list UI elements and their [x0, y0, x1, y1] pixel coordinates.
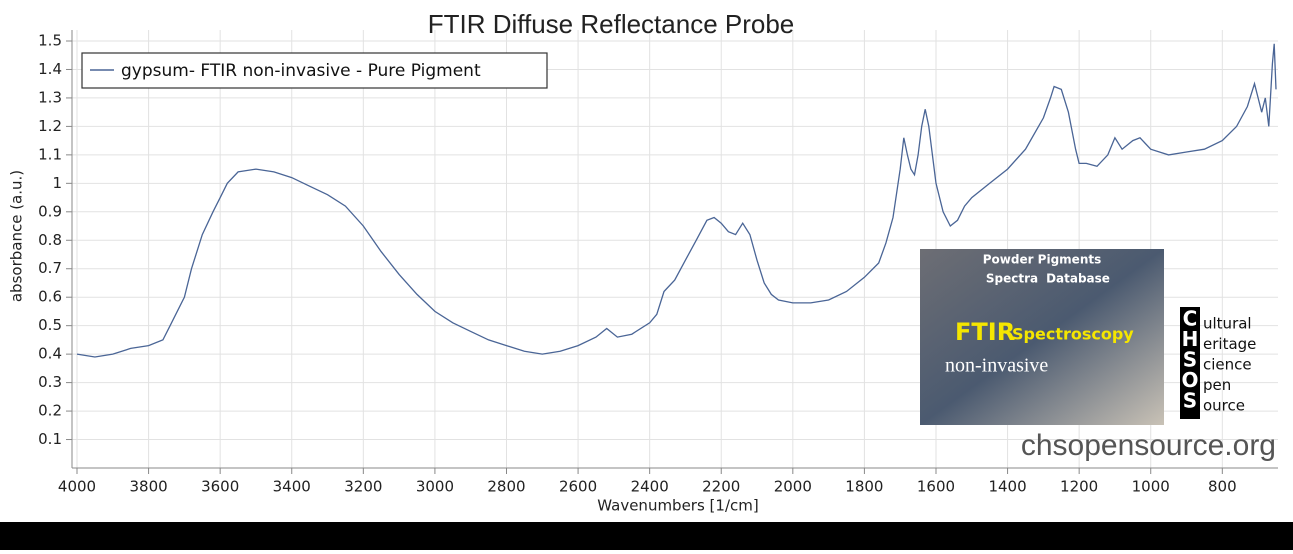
x-tick-label: 1000 [1132, 478, 1170, 496]
logo-letter: S [1183, 389, 1197, 413]
logo-word: pen [1203, 376, 1231, 394]
footer-bar [0, 522, 1293, 550]
y-tick-label: 1 [52, 174, 62, 192]
logo-letter: H [1182, 327, 1199, 351]
inset-text: Spectra [986, 272, 1038, 286]
y-tick-label: 0.3 [38, 373, 62, 391]
x-tick-label: 1600 [917, 478, 955, 496]
y-axis-title: absorbance (a.u.) [8, 170, 26, 302]
chart-title: FTIR Diffuse Reflectance Probe [428, 9, 795, 39]
x-tick-label: 800 [1208, 478, 1237, 496]
x-tick-label: 3600 [201, 478, 239, 496]
inset-text: Powder Pigments [983, 253, 1102, 267]
x-tick-label: 3400 [273, 478, 311, 496]
y-tick-label: 0.9 [38, 202, 62, 220]
x-tick-label: 2200 [702, 478, 740, 496]
logo-word: eritage [1203, 335, 1256, 353]
logo-letter: S [1183, 348, 1197, 372]
x-tick-label: 2000 [774, 478, 812, 496]
website: chsopensource.org [1021, 429, 1276, 462]
y-tick-label: 0.7 [38, 259, 62, 277]
x-axis-title: Wavenumbers [1/cm] [597, 497, 758, 515]
x-tick-label: 3000 [416, 478, 454, 496]
x-tick-label: 2600 [559, 478, 597, 496]
logo-word: ultural [1203, 315, 1252, 333]
y-tick-label: 1.3 [38, 88, 62, 106]
y-tick-label: 0.6 [38, 288, 62, 306]
logo-letter: C [1183, 307, 1198, 331]
inset-photo [920, 249, 1164, 425]
y-tick-label: 1.4 [38, 60, 62, 78]
inset-text: FTIR [955, 318, 1015, 346]
y-tick-label: 0.8 [38, 231, 62, 249]
legend-label: gypsum- FTIR non-invasive - Pure Pigment [121, 61, 481, 81]
logo-bar [1180, 307, 1200, 419]
y-tick-label: 0.5 [38, 316, 62, 334]
x-tick-label: 2800 [487, 478, 525, 496]
x-tick-label: 1400 [988, 478, 1026, 496]
legend [81, 52, 548, 89]
inset-text: Spectroscopy [1012, 325, 1134, 344]
series-line [76, 43, 1277, 358]
logo-letter: O [1181, 368, 1198, 392]
y-tick-label: 1.2 [38, 117, 62, 135]
y-tick-label: 0.4 [38, 345, 62, 363]
logo-word: cience [1203, 356, 1252, 374]
logo-word: ource [1203, 397, 1245, 415]
y-tick-label: 1.1 [38, 145, 62, 163]
x-tick-label: 4000 [58, 478, 96, 496]
inset-text: non-invasive [945, 355, 1048, 377]
x-tick-label: 1200 [1060, 478, 1098, 496]
x-tick-label: 2400 [631, 478, 669, 496]
y-tick-label: 1.5 [38, 32, 62, 50]
x-tick-label: 1800 [845, 478, 883, 496]
x-tick-label: 3200 [344, 478, 382, 496]
y-tick-label: 0.2 [38, 402, 62, 420]
inset-text: Database [1046, 272, 1110, 286]
y-tick-label: 0.1 [38, 430, 62, 448]
x-tick-label: 3800 [129, 478, 167, 496]
inset-image: Powder Pigments Spectra Database FTIR Sp… [920, 249, 1164, 425]
